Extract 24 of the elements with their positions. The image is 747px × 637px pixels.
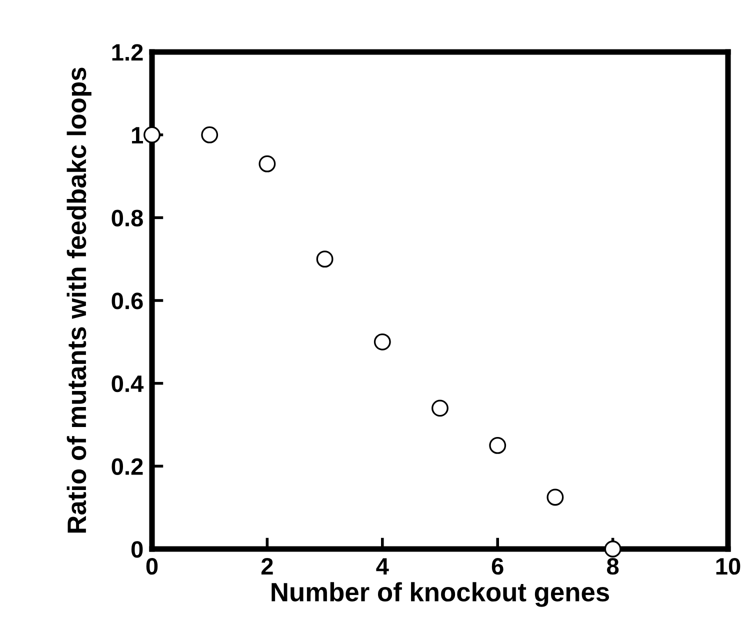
point <box>604 540 622 558</box>
point <box>546 488 564 506</box>
x-tick-label: 6 <box>492 558 504 575</box>
y-tick-label: 0.2 <box>112 458 143 475</box>
y-tick-label: 1.2 <box>112 44 143 61</box>
y-tick-label: 0.4 <box>112 375 144 392</box>
x-tick-label: 4 <box>376 558 389 574</box>
y-axis-title: Ratio of mutants with feedbakc loops <box>66 68 92 533</box>
x-tick-label: 8 <box>606 558 619 575</box>
y-tick-label: 0.8 <box>112 210 143 226</box>
x-axis-title: Number of knockout genes <box>272 582 610 607</box>
point <box>144 126 160 144</box>
y-tick-label: 1 <box>132 127 144 144</box>
point <box>258 155 276 172</box>
point <box>201 126 218 144</box>
point <box>432 400 448 417</box>
x-tick-label: 10 <box>716 558 740 575</box>
point <box>316 250 334 268</box>
y-tick-label: 0.6 <box>112 292 143 310</box>
x-tick-label: 0 <box>146 558 158 575</box>
point <box>489 436 506 454</box>
point <box>374 333 391 350</box>
x-tick-label: 2 <box>261 558 273 574</box>
y-tick-label: 0 <box>131 541 143 558</box>
